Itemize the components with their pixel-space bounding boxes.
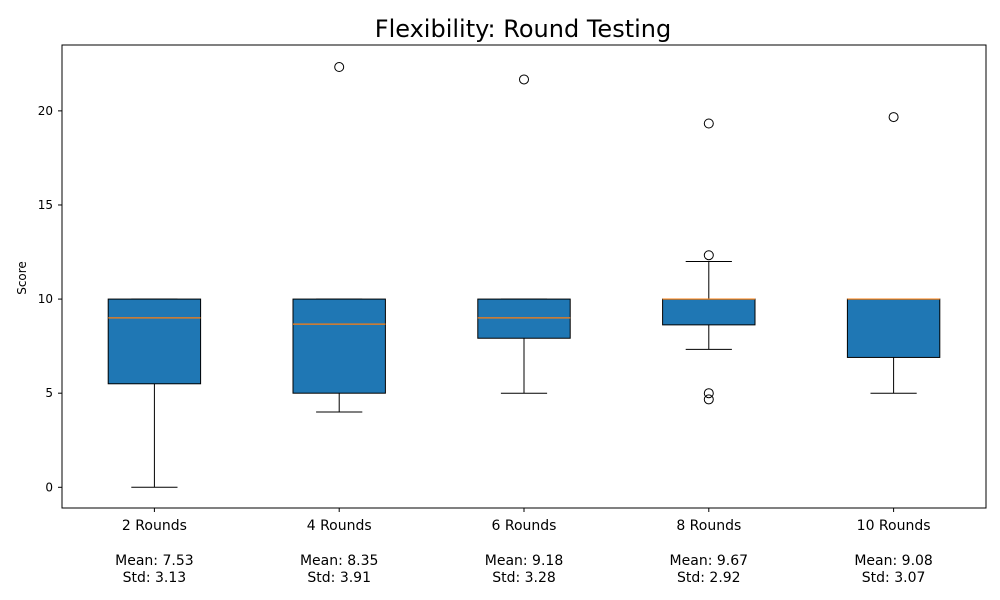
outlier-point	[703, 394, 714, 405]
x-tick-mean: Mean: 8.35	[300, 553, 378, 569]
x-tick-mean: Mean: 9.18	[485, 553, 563, 569]
x-tick-category: 4 Rounds	[307, 518, 372, 534]
box-iqr	[846, 298, 941, 358]
y-axis-label: Score	[15, 261, 29, 295]
box-iqr	[107, 298, 202, 385]
x-tick-category: 6 Rounds	[492, 518, 557, 534]
y-tick-label: 0	[45, 480, 53, 494]
x-tick-std: Std: 3.28	[492, 570, 556, 586]
y-tick-label: 10	[38, 292, 53, 306]
x-tick-mean: Mean: 9.67	[670, 553, 748, 569]
outlier-point	[888, 112, 899, 123]
plot-area-frame	[61, 44, 987, 509]
x-tick-category: 10 Rounds	[857, 518, 931, 534]
box-iqr	[477, 298, 571, 339]
x-tick-mean: Mean: 9.08	[854, 553, 932, 569]
y-tick-label: 20	[38, 104, 53, 118]
x-tick-std: Std: 2.92	[677, 570, 741, 586]
x-tick-std: Std: 3.07	[862, 570, 926, 586]
outlier-point	[519, 74, 529, 85]
outlier-point	[703, 118, 714, 129]
x-tick-mean: Mean: 7.53	[115, 553, 193, 569]
y-tick-label: 5	[45, 386, 53, 400]
outlier-point	[334, 62, 345, 73]
boxes	[107, 62, 941, 488]
y-ticks: 0 5 10 15 20	[38, 104, 62, 494]
y-tick-label: 15	[38, 198, 53, 212]
x-tick-category: 2 Rounds	[122, 518, 187, 534]
x-tick-category: 8 Rounds	[676, 518, 741, 534]
outlier-point	[703, 250, 714, 261]
x-tick-std: Std: 3.91	[307, 570, 371, 586]
chart-title: Flexibility: Round Testing	[375, 15, 671, 43]
box-iqr	[292, 298, 386, 394]
box-iqr	[662, 298, 756, 326]
x-tick-std: Std: 3.13	[123, 570, 187, 586]
outlier-point	[703, 388, 714, 399]
